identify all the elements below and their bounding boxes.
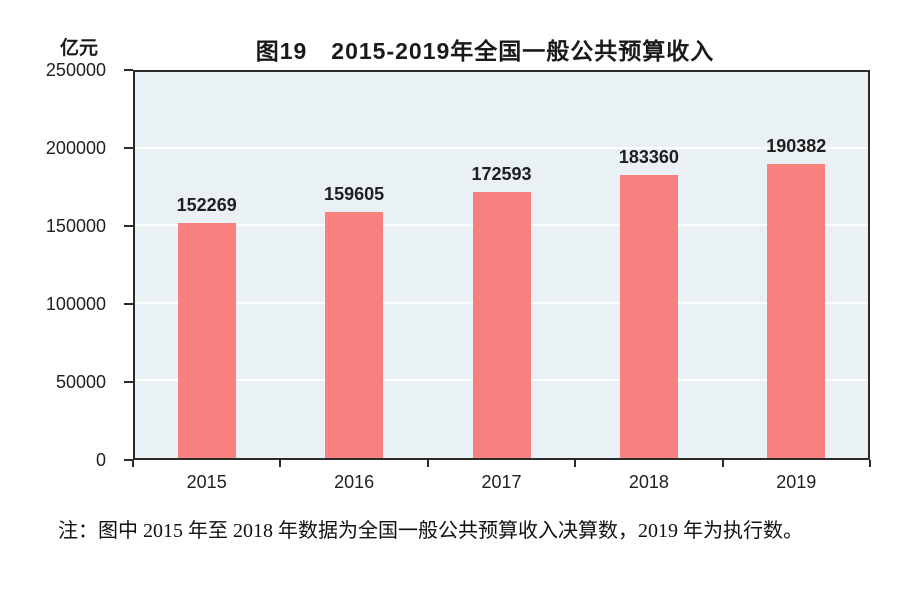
x-axis-tick-mark (132, 460, 134, 467)
chart-title: 图19 2015-2019年全国一般公共预算收入 (255, 38, 715, 64)
chart-footnote: 注：图中 2015 年至 2018 年数据为全国一般公共预算收入决算数，2019… (58, 520, 803, 542)
x-axis-tick-mark (426, 460, 429, 467)
y-axis-tick-mark (124, 459, 133, 461)
x-axis-tick-label: 2017 (481, 472, 522, 492)
gridline (135, 147, 868, 150)
bar-value-label: 190382 (766, 136, 827, 157)
plot-area: 152269 159605 172593 183360 190382 (133, 70, 870, 460)
y-axis-tick-label: 150000 (45, 216, 106, 236)
y-axis-tick-label: 50000 (55, 372, 106, 392)
y-axis-tick-mark (124, 225, 133, 227)
y-axis-tick-label: 250000 (45, 60, 106, 80)
y-axis-tick-label: 200000 (45, 138, 106, 158)
bar-2016 (325, 211, 384, 458)
x-axis-tick-label: 2019 (776, 472, 817, 492)
x-axis-tick-mark (869, 460, 871, 467)
bar-value-label: 159605 (324, 183, 385, 204)
bar-2018 (619, 174, 678, 458)
y-axis-unit-label: 亿元 (59, 38, 98, 59)
y-axis-tick-mark (124, 381, 133, 383)
y-axis-tick-mark (124, 147, 133, 149)
x-axis-tick-mark (721, 460, 724, 467)
bar-2015 (177, 222, 236, 458)
y-axis-tick-label: 100000 (45, 294, 106, 314)
bar-value-label: 172593 (471, 163, 532, 184)
x-axis-tick-label: 2015 (186, 472, 227, 492)
x-axis-tick-label: 2018 (628, 472, 669, 492)
bar-2017 (472, 191, 531, 458)
y-axis-tick-mark (124, 69, 133, 71)
x-axis-tick-label: 2016 (334, 472, 375, 492)
bar-value-label: 183360 (618, 146, 679, 167)
x-axis-tick-mark (574, 460, 577, 467)
y-axis-tick-label: 0 (95, 450, 106, 470)
x-axis-tick-mark (279, 460, 282, 467)
bar-value-label: 152269 (176, 194, 237, 215)
y-axis-tick-mark (124, 303, 133, 305)
bar-2019 (767, 164, 826, 458)
